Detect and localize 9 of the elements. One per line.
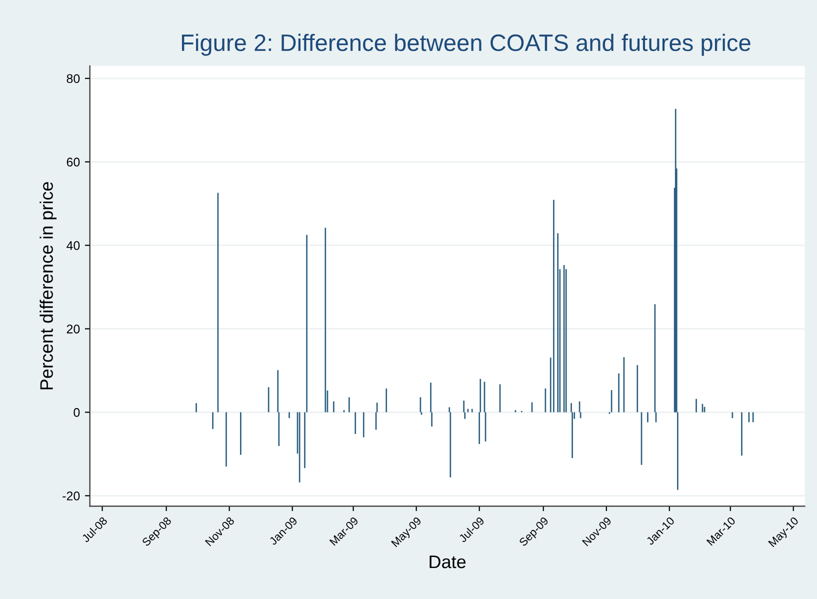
y-tick-label: 40 — [66, 241, 80, 250]
chart-title: Figure 2: Difference between COATS and futures price — [182, 34, 750, 56]
y-tick-label: 60 — [66, 158, 80, 167]
y-tick-label: 20 — [66, 324, 80, 334]
y-tick-label: 80 — [66, 74, 80, 84]
y-axis-title: Percent difference in price — [40, 182, 57, 390]
y-tick-label: 0 — [74, 408, 80, 417]
y-tick-label: -20 — [62, 492, 80, 500]
x-axis-title: Date — [430, 556, 466, 568]
